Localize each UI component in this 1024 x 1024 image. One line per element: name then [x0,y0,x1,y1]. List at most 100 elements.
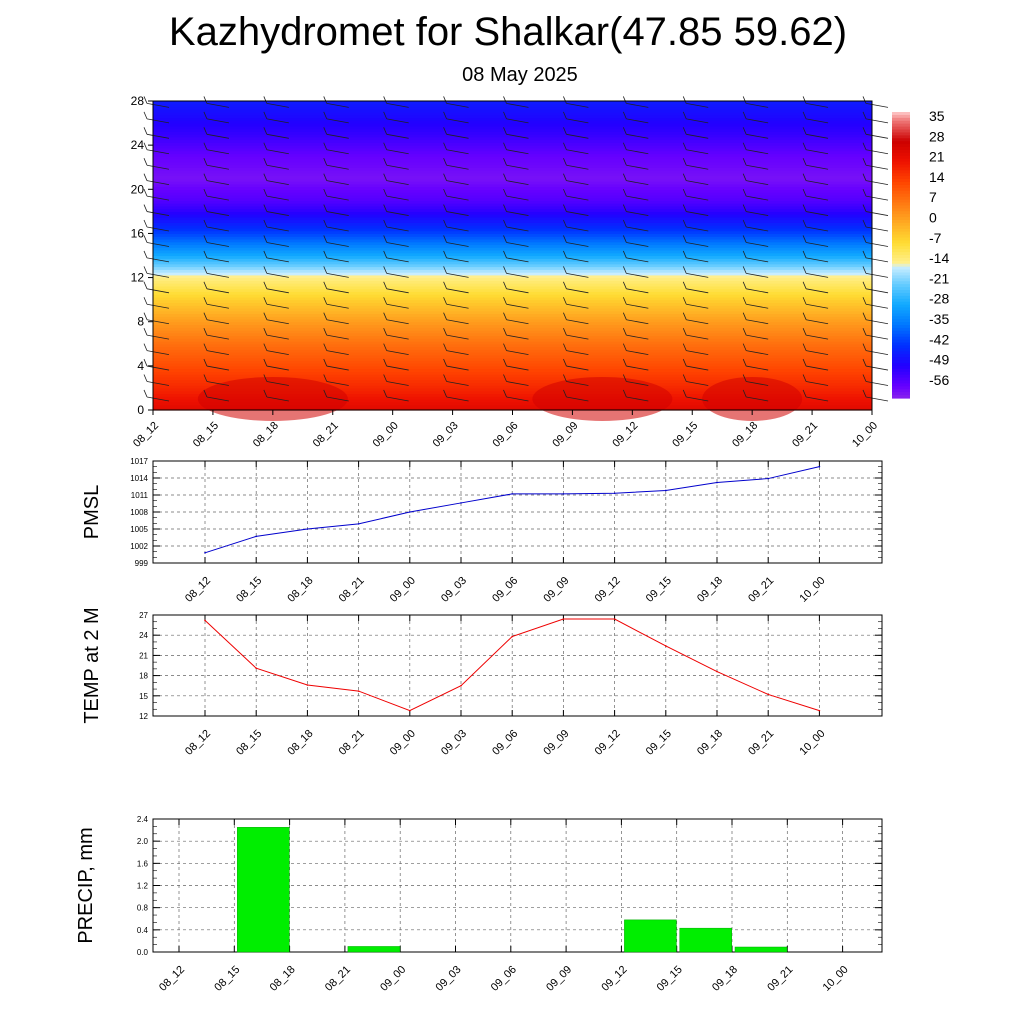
wind-barb-flag [682,343,687,351]
wind-barb [806,195,829,201]
wind-barb [326,396,349,402]
colorbar-segment [892,362,910,367]
heatmap-band [153,363,872,367]
heatmap-panel: 0 4 8 12 16 20 24 28 08_12 08_15 08_18 08_21 09_00 09… [131,94,950,450]
wind-barb [206,133,229,139]
colorbar-segment [892,327,910,332]
heatmap-warm-spot [532,376,673,421]
wind-barb-flag [563,142,567,150]
wind-barb-flag [682,188,687,197]
wind-barb [206,381,229,386]
colorbar-segment [892,351,910,355]
wind-barb-flag [203,235,208,243]
wind-barb-flag [383,343,388,351]
wind-barb [686,396,709,402]
colorbar-segment [892,292,910,297]
colorbar-segment [892,211,910,215]
heatmap-band [153,214,872,218]
wind-barb [626,288,649,294]
wind-barb [626,180,649,186]
wind-barb-flag [682,266,687,274]
wind-barb [446,396,469,402]
heatmap-band [153,313,872,317]
wind-barb [266,164,289,170]
wind-barb [746,103,769,108]
wind-barb-flag [802,127,807,135]
x-tick-label: 08_21 [323,964,353,994]
wind-barb [446,257,469,263]
wind-barb-flag [802,158,807,166]
wind-barb-flag [563,127,567,135]
colorbar-segment [892,269,910,274]
wind-barb-flag [742,127,747,135]
wind-barb-flag [143,142,148,150]
wind-barb [806,226,829,232]
wind-barb-flag [802,266,807,274]
heatmap-band [153,114,872,119]
wind-barb-flag [802,281,807,289]
colorbar-segment [892,360,910,364]
colorbar-segment [892,187,910,192]
wind-barb [206,149,229,155]
x-tick-label: 09_21 [746,728,776,758]
wind-barb-flag [503,266,507,274]
wind-barb [806,350,829,356]
wind-barb-flag [203,127,208,135]
heatmap-band [153,205,872,210]
colorbar-segment [892,284,910,288]
heatmap-band [153,139,872,143]
wind-barb [266,118,289,124]
wind-barb-flag [263,328,268,336]
colorbar-label: -7 [929,230,942,246]
wind-barb-flag [682,297,687,305]
colorbar-segment [892,243,910,247]
wind-barb [386,288,409,294]
wind-barb [326,149,349,155]
wind-barb-flag [503,96,507,104]
wind-barb-flag [323,343,328,351]
colorbar-segment [892,161,910,166]
wind-barb [865,118,889,124]
wind-barb-flag [742,204,747,212]
heatmap-band [153,299,872,304]
wind-barb [506,272,529,278]
heatmap-band [153,343,872,348]
wind-barb [206,226,229,232]
wind-barb-flag [143,204,148,212]
wind-barb [566,303,589,309]
wind-barb [146,164,170,170]
wind-barb-flag [622,374,627,382]
wind-barb-flag [263,374,268,382]
x-tick-label: 09_18 [695,728,725,758]
heatmap-band [153,106,872,110]
wind-barb [446,319,469,325]
heatmap-band [153,327,872,331]
y-tick-label: 1002 [130,542,148,551]
y-tick-label: 27 [139,611,148,620]
x-tick-label: 08_21 [337,575,367,605]
colorbar-segment [892,307,910,312]
wind-barb [326,180,349,186]
wind-barb-flag [563,188,567,197]
wind-barb-flag [383,266,388,274]
wind-barb [386,149,409,155]
wind-barb-flag [862,297,867,305]
wind-barb [446,195,469,201]
wind-barb-flag [143,374,148,382]
wind-barb-flag [323,96,328,104]
colorbar-segment [892,199,910,204]
x-tick-label: 09_15 [655,964,685,994]
colorbar-segment [892,132,910,136]
wind-barb-flag [622,188,627,197]
wind-barb-flag [383,374,388,382]
heatmap-band [153,109,872,113]
pmsl-point [306,528,309,530]
wind-barb [865,303,889,309]
temp-point [613,618,616,620]
heatmap-band [153,101,872,105]
wind-barb [266,272,289,278]
wind-barb-flag [323,312,328,320]
wind-barb-flag [323,142,328,150]
colorbar-segment [892,304,910,309]
wind-barb [566,396,589,402]
